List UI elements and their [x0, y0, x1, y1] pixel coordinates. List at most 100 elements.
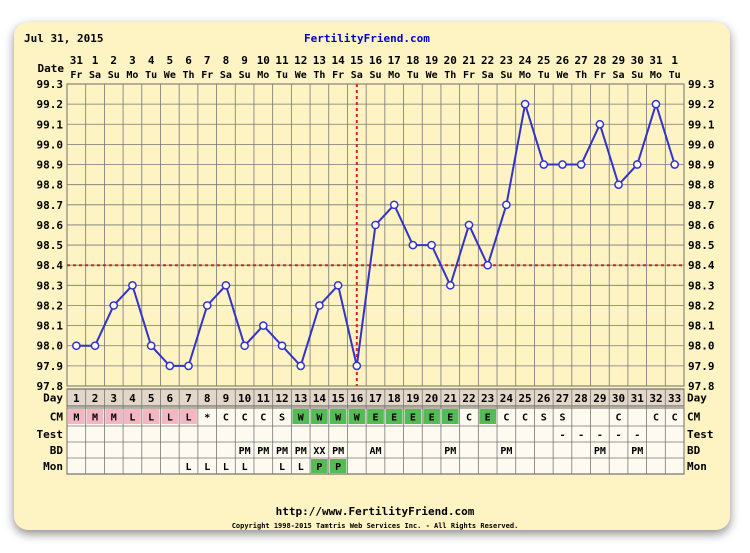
cm-cell-value: M	[73, 413, 79, 424]
cycle-day-number: 7	[185, 392, 192, 405]
mon-cell-highlight	[329, 459, 347, 473]
bd-cell-value: PM	[444, 446, 456, 457]
cycle-day-number: 24	[500, 392, 514, 405]
weekday-label: We	[556, 70, 568, 81]
date-number: 3	[129, 54, 136, 67]
cm-cell-value: L	[129, 413, 135, 424]
date-number: 12	[294, 54, 307, 67]
date-number: 10	[257, 54, 270, 67]
bd-cell-value: PM	[295, 446, 307, 457]
y-tick-label-right: 98.2	[688, 299, 715, 312]
weekday-label: Su	[239, 70, 251, 81]
cm-cell-value: S	[559, 413, 565, 424]
date-number: 5	[167, 54, 174, 67]
cm-row-label-left: CM	[50, 411, 64, 424]
cycle-day-number: 25	[518, 392, 531, 405]
date-number: 31	[649, 54, 663, 67]
y-tick-label-right: 97.9	[688, 360, 715, 373]
temperature-point	[520, 99, 530, 109]
date-number: 25	[537, 54, 550, 67]
temperature-point	[146, 341, 156, 351]
test-cell-value: -	[597, 430, 603, 441]
footer-url-link[interactable]: http://www.FertilityFriend.com	[275, 505, 475, 518]
y-tick-label-right: 99.0	[688, 138, 715, 151]
y-tick-label-left: 98.4	[37, 259, 64, 272]
cycle-day-number: 14	[313, 392, 327, 405]
site-title-link[interactable]: FertilityFriend.com	[304, 32, 430, 45]
y-tick-label-left: 98.9	[37, 159, 64, 172]
date-number: 29	[612, 54, 625, 67]
y-tick-label-right: 98.5	[688, 239, 715, 252]
cm-cell-value: E	[429, 413, 435, 424]
test-cell-value: -	[559, 430, 565, 441]
date-number: 23	[500, 54, 513, 67]
cycle-day-number: 18	[388, 392, 401, 405]
cycle-day-number: 11	[257, 392, 271, 405]
temperature-point	[464, 220, 474, 230]
date-number: 1	[92, 54, 99, 67]
temperature-point	[333, 280, 343, 290]
weekday-label: Sa	[351, 70, 363, 81]
cm-cell-highlight	[311, 409, 328, 424]
cycle-day-number: 4	[129, 392, 136, 405]
cycle-day-number: 1	[73, 392, 80, 405]
y-tick-label-left: 99.3	[37, 78, 64, 91]
cm-row-label-right: CM	[687, 411, 701, 424]
y-tick-label-right: 98.8	[688, 179, 715, 192]
test-row-label-right: Test	[687, 428, 714, 441]
cm-cell-highlight	[86, 409, 104, 424]
y-tick-label-left: 98.2	[37, 299, 64, 312]
cycle-day-number: 15	[331, 392, 344, 405]
y-tick-label-right: 97.8	[688, 380, 715, 393]
weekday-label: We	[426, 70, 438, 81]
y-tick-label-left: 98.1	[37, 320, 64, 333]
temperature-point	[595, 119, 605, 129]
cm-cell-value: W	[354, 413, 361, 424]
weekday-label: Fr	[594, 70, 606, 81]
cm-cell-highlight	[105, 409, 123, 424]
plot-area	[66, 83, 685, 387]
cycle-day-number: 20	[425, 392, 438, 405]
y-tick-label-right: 99.1	[688, 118, 715, 131]
date-number: 2	[110, 54, 117, 67]
temperature-point	[240, 341, 249, 351]
date-number: 27	[575, 54, 588, 67]
weekday-label: Mo	[126, 70, 138, 81]
temperature-point	[184, 361, 193, 371]
mon-row-label-left: Mon	[43, 460, 63, 473]
y-tick-label-right: 98.4	[688, 259, 715, 272]
temperature-point	[109, 301, 119, 310]
cm-cell-highlight	[68, 409, 85, 424]
cm-cell-highlight	[180, 409, 197, 424]
cm-cell-highlight	[385, 409, 403, 424]
weekday-label: Su	[500, 70, 512, 81]
cm-cell-highlight	[124, 409, 141, 424]
weekday-label: We	[295, 70, 307, 81]
weekday-label: Th	[183, 70, 195, 81]
cm-cell-value: S	[279, 413, 285, 424]
cm-cell-highlight	[142, 409, 160, 424]
cm-cell-highlight	[161, 409, 179, 424]
temperature-point	[651, 99, 661, 109]
weekday-label: Mo	[257, 70, 269, 81]
date-number: 26	[556, 54, 570, 67]
cycle-day-number: 33	[668, 392, 681, 405]
day-row-label-left: Day	[43, 392, 63, 405]
weekday-label: Su	[108, 70, 120, 81]
temperature-point	[371, 220, 380, 230]
mon-cell-value: P	[316, 462, 322, 473]
cm-cell-value: *	[204, 413, 210, 424]
y-tick-label-right: 98.0	[688, 340, 715, 353]
cm-cell-value: C	[616, 413, 622, 424]
cycle-day-number: 2	[92, 392, 99, 405]
bd-row-label-right: BD	[687, 444, 701, 457]
mon-cell-value: L	[242, 462, 248, 473]
date-number: 7	[204, 54, 211, 67]
mon-cell-value: P	[335, 462, 341, 473]
cycle-day-number: 5	[148, 392, 155, 405]
temperature-point	[614, 180, 623, 190]
weekday-label: Mo	[650, 70, 662, 81]
cm-cell-highlight	[423, 409, 440, 424]
cycle-day-number: 10	[238, 392, 251, 405]
cycle-day-number: 26	[537, 392, 551, 405]
